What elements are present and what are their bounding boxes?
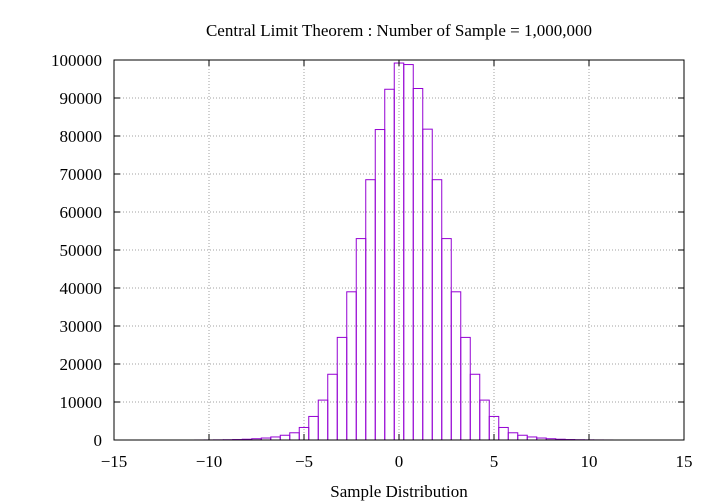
x-tick-label: −10 [196, 452, 223, 471]
y-tick-label: 0 [94, 431, 103, 450]
histogram-bar [384, 88, 395, 441]
histogram-bar [422, 128, 433, 441]
histogram-bar [317, 399, 329, 441]
y-tick-label: 60000 [60, 203, 103, 222]
histogram-bar [469, 373, 481, 441]
tick-marks [113, 59, 685, 441]
histogram-bar [279, 434, 291, 441]
histogram-bar [441, 238, 452, 441]
histogram-bar [403, 64, 414, 441]
histogram-bar [431, 179, 443, 441]
x-tick-label: −5 [295, 452, 313, 471]
y-tick-label: 20000 [60, 355, 103, 374]
x-tick-label: 15 [676, 452, 693, 471]
y-tick-label: 50000 [60, 241, 103, 260]
x-axis-label: Sample Distribution [330, 482, 468, 501]
histogram-bar [517, 434, 528, 441]
histogram-bar [460, 336, 471, 441]
y-tick-label: 80000 [60, 127, 103, 146]
y-tick-label: 40000 [60, 279, 103, 298]
histogram-bar [498, 426, 509, 441]
histogram-bar [374, 129, 386, 441]
y-tick-label: 90000 [60, 89, 103, 108]
histogram-bar [336, 336, 348, 441]
histogram-bar [507, 432, 519, 441]
grid-lines [114, 60, 684, 440]
chart-title: Central Limit Theorem : Number of Sample… [206, 21, 592, 40]
histogram-bar [450, 291, 462, 441]
y-tick-labels: 0 10000 20000 30000 40000 50000 60000 70000 8000… [51, 51, 102, 450]
histogram-bar [393, 62, 405, 441]
histogram-bar [308, 415, 319, 441]
histogram-bar [365, 179, 376, 441]
x-tick-label: 0 [395, 452, 404, 471]
y-tick-label: 30000 [60, 317, 103, 336]
x-tick-labels: −15 −10 −5 0 5 10 15 [101, 452, 693, 471]
x-tick-label: 10 [581, 452, 598, 471]
histogram-bar [289, 432, 300, 441]
histogram-bars [194, 62, 614, 441]
y-tick-label: 100000 [51, 51, 102, 70]
histogram-bar [355, 238, 367, 441]
histogram-bar [479, 399, 490, 441]
histogram-bar [412, 88, 424, 441]
x-tick-label: −15 [101, 452, 128, 471]
histogram-bar [346, 291, 357, 441]
y-tick-label: 70000 [60, 165, 103, 184]
histogram-bar [327, 373, 338, 441]
y-tick-label: 10000 [60, 393, 103, 412]
x-tick-label: 5 [490, 452, 499, 471]
